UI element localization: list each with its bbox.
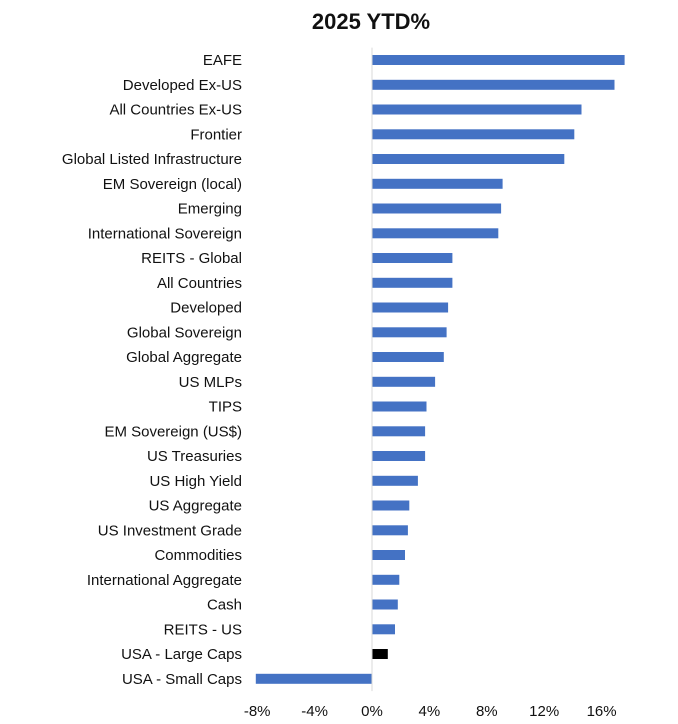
bar-em-sovereign-us [372,426,426,437]
category-labels-group: EAFE Developed Ex-US All Countries Ex-US Fr… [62,52,242,688]
category-label-emerging: Emerging [178,201,242,218]
bar-cash [372,599,398,610]
bar-us-aggregate [372,500,410,511]
category-label-all-countries: All Countries [157,275,242,292]
bar-us-investment-grade [372,525,408,536]
bar-global-listed-infrastructure [372,154,565,164]
bar-developed [372,302,449,313]
bar-usa-small-caps [255,673,372,684]
category-label-usa-large-caps: USA - Large Caps [121,646,242,663]
category-label-tips: TIPS [209,399,242,416]
category-label-all-countries-ex-us: All Countries Ex-US [109,102,242,119]
bar-global-sovereign [372,327,447,338]
category-label-global-aggregate: Global Aggregate [126,349,242,366]
bar-developed-ex-us [372,79,615,90]
x-tick-label: 4% [419,703,441,720]
bar-em-sovereign-local [372,178,503,189]
bar-global-aggregate [372,352,444,362]
category-label-global-listed-infrastructure: Global Listed Infrastructure [62,151,242,168]
bar-frontier [372,129,575,140]
bar-us-high-yield [372,475,418,486]
category-label-frontier: Frontier [190,126,242,143]
bar-international-sovereign [372,228,499,239]
bar-tips [372,401,427,412]
x-tick-label: -8% [244,703,271,720]
category-label-us-investment-grade: US Investment Grade [98,522,242,539]
x-tick-label: -4% [301,703,328,720]
bar-us-treasuries [372,451,426,461]
category-label-us-aggregate: US Aggregate [149,498,242,515]
bars-group [255,55,625,684]
bar-all-countries [372,277,453,288]
category-label-us-treasuries: US Treasuries [147,448,242,465]
category-label-us-high-yield: US High Yield [149,473,242,490]
x-tick-labels-group: -8% -4% 0% 4% 8% 12% 16% [244,703,617,720]
bar-all-countries-ex-us [372,104,582,115]
bar-emerging [372,203,502,214]
category-label-cash: Cash [207,597,242,614]
category-label-eafe: EAFE [203,52,242,69]
category-label-em-sovereign-us: EM Sovereign (US$) [104,423,242,440]
bar-us-mlps [372,376,436,387]
x-tick-label: 8% [476,703,498,720]
category-label-reits-us: REITS - US [164,621,242,638]
bar-reits-us [372,624,395,635]
x-tick-label: 12% [529,703,559,720]
bar-commodities [372,550,405,560]
category-label-us-mlps: US MLPs [179,374,242,391]
category-label-reits-global: REITS - Global [141,250,242,267]
category-label-developed: Developed [170,300,242,317]
category-label-international-sovereign: International Sovereign [88,225,242,242]
x-tick-label: 0% [361,703,383,720]
category-label-usa-small-caps: USA - Small Caps [122,671,242,688]
bar-usa-large-caps [372,649,388,659]
category-label-international-aggregate: International Aggregate [87,572,242,589]
category-label-commodities: Commodities [154,547,242,564]
category-label-global-sovereign: Global Sovereign [127,324,242,341]
bar-eafe [372,55,625,65]
chart-title: 2025 YTD% [312,9,430,34]
category-label-developed-ex-us: Developed Ex-US [123,77,242,94]
bar-reits-global [372,253,453,263]
category-label-em-sovereign-local: EM Sovereign (local) [103,176,242,193]
x-tick-label: 16% [587,703,617,720]
bar-international-aggregate [372,574,400,585]
